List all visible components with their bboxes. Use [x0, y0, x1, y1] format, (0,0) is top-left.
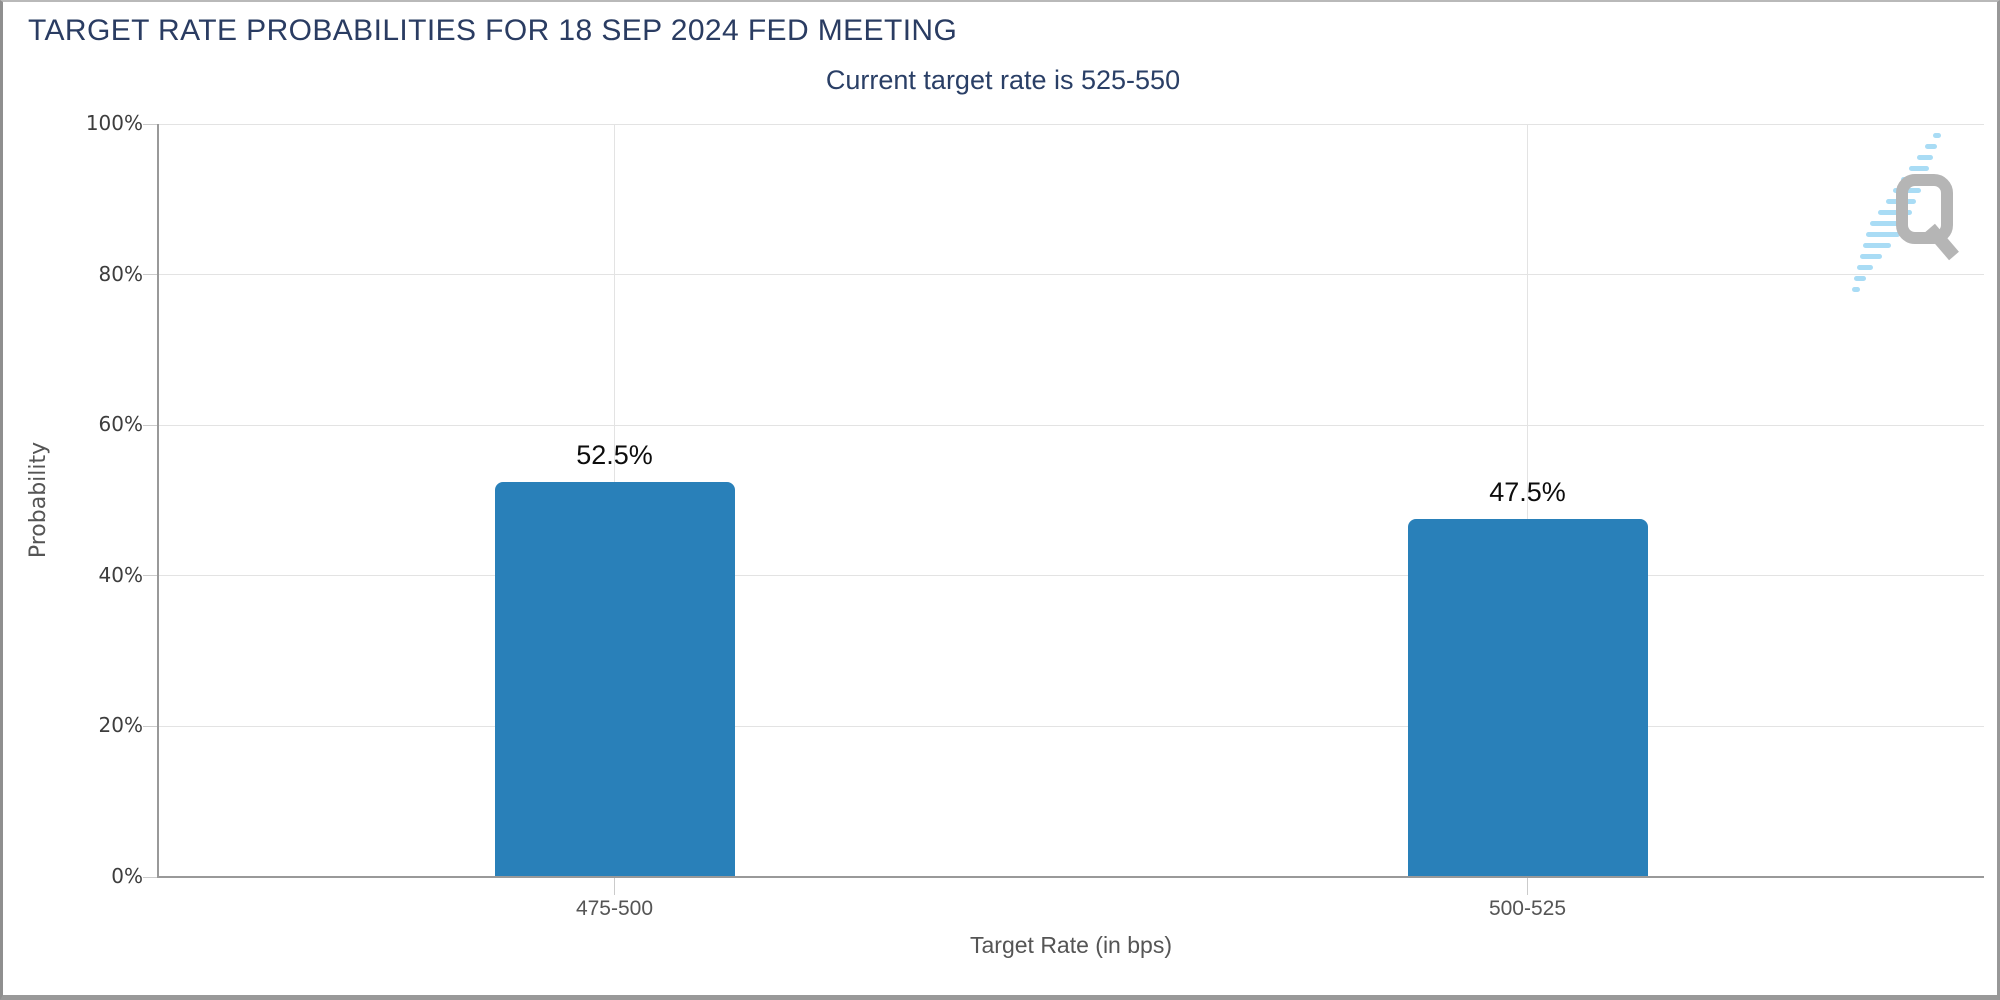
- x-tick-label: 500-525: [1488, 897, 1567, 920]
- x-tick-label: 475-500: [575, 897, 654, 920]
- x-axis-tick: [614, 877, 615, 895]
- x-axis-line: [157, 876, 1984, 878]
- x-axis-tick: [1527, 877, 1528, 895]
- page-title: TARGET RATE PROBABILITIES FOR 18 SEP 202…: [28, 14, 958, 47]
- x-axis-title: Target Rate (in bps): [970, 932, 1172, 958]
- y-axis-tick: [143, 123, 158, 125]
- bar[interactable]: [1407, 519, 1648, 877]
- y-axis-tick: [143, 725, 158, 727]
- bar-value-label: 47.5%: [1489, 477, 1566, 508]
- bar-value-label: 52.5%: [576, 439, 653, 470]
- y-tick-label: 80%: [98, 261, 143, 286]
- bar[interactable]: [494, 481, 735, 877]
- chart-subtitle: Current target rate is 525-550: [825, 65, 1181, 95]
- y-axis-tick: [143, 274, 158, 276]
- y-axis-line: [157, 124, 159, 878]
- gridline-h: [158, 725, 1984, 727]
- quikstrike-logo-watermark: [1852, 133, 1959, 292]
- gridline-v: [1527, 124, 1528, 877]
- y-tick-label: 40%: [98, 562, 143, 587]
- y-axis-tick: [143, 876, 158, 878]
- y-tick-label: 0%: [111, 864, 143, 888]
- gridline-h: [158, 123, 1984, 125]
- gridline-h: [158, 424, 1984, 426]
- y-axis-tick: [143, 575, 158, 577]
- gridline-h: [158, 575, 1984, 577]
- y-tick-label: 100%: [85, 111, 143, 135]
- y-tick-label: 60%: [98, 412, 143, 437]
- gridline-h: [158, 274, 1984, 276]
- y-axis-tick: [143, 424, 158, 426]
- q-letter-icon: [1896, 174, 1959, 261]
- y-tick-label: 20%: [98, 713, 143, 738]
